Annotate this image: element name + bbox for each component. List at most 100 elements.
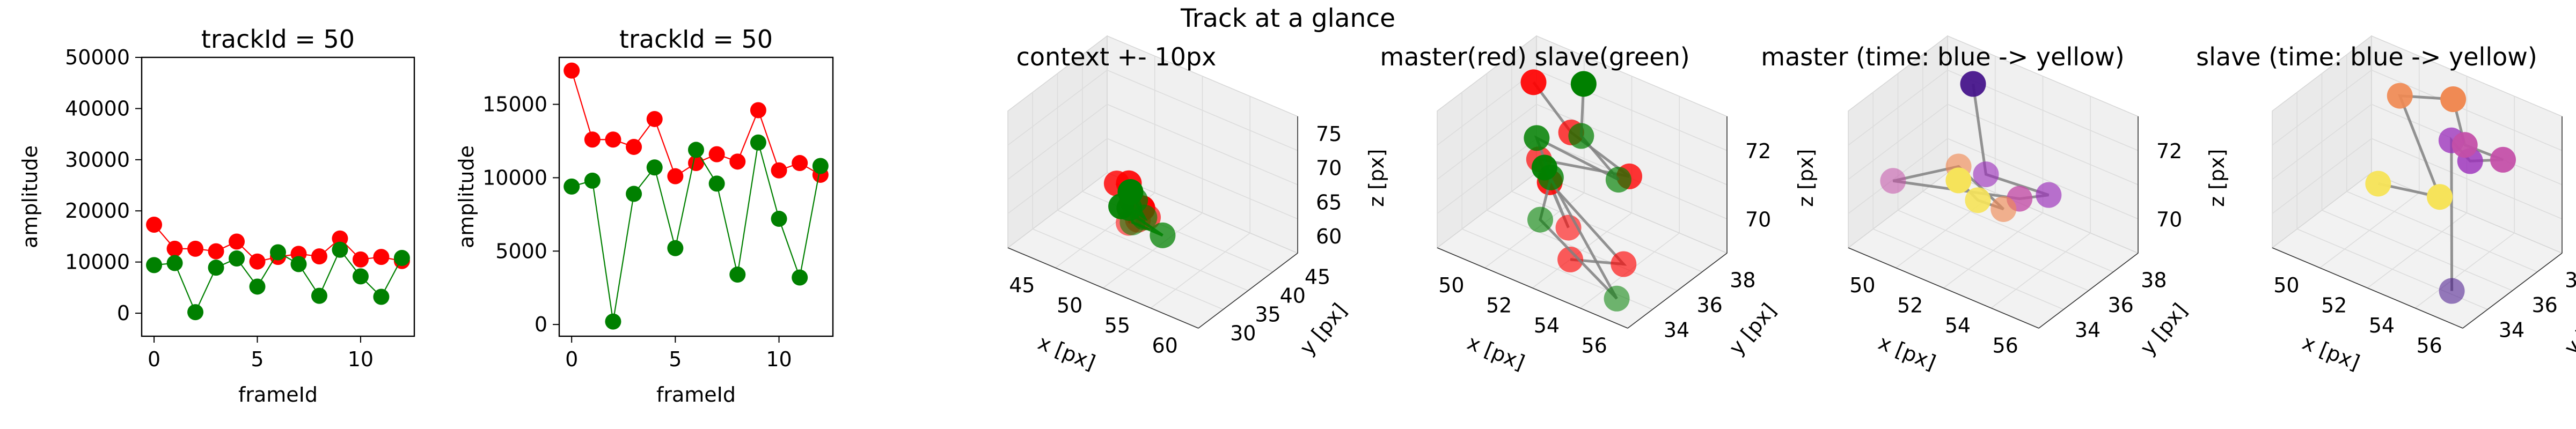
- series-1-point: [1960, 71, 1986, 97]
- x-tick-label: 50: [2273, 273, 2299, 297]
- series-2-point: [667, 240, 684, 256]
- grid-line: [1922, 191, 2114, 272]
- y-axis-label: y [px]: [1724, 299, 1781, 359]
- y-tick-label: 20000: [65, 199, 130, 223]
- grid-line: [2414, 232, 2515, 309]
- series-1-point: [646, 110, 663, 127]
- y-tick-label: 34: [2499, 319, 2524, 342]
- x-tick-label: 10: [766, 347, 792, 371]
- y-tick-label: 45: [1305, 265, 1330, 289]
- series-1-point: [1990, 196, 2017, 222]
- y-axis-label: amplitude: [455, 145, 478, 248]
- series-2-point: [229, 250, 245, 267]
- y-tick-label: 50000: [65, 46, 130, 69]
- series-1-point: [2490, 146, 2516, 173]
- grid-line: [1107, 70, 1298, 151]
- grid-line: [1848, 70, 1948, 146]
- series-1-point: [792, 155, 808, 172]
- series-1-point: [1945, 167, 1972, 194]
- series-2-point: [708, 175, 725, 192]
- series-1-point: [311, 248, 327, 265]
- series-1-point: [564, 62, 580, 79]
- series-1-point: [1520, 69, 1547, 95]
- series-1-point: [750, 102, 766, 119]
- y-axis-label: y [px]: [2135, 299, 2192, 359]
- series-2-point: [605, 313, 621, 330]
- y-tick-label: 36: [2108, 293, 2134, 317]
- y-tick-label: 36: [1697, 293, 1723, 317]
- y-tick-label: 30000: [65, 148, 130, 172]
- grid-line: [1437, 103, 1537, 180]
- series-2-point: [393, 250, 410, 267]
- series-2-point: [352, 268, 369, 285]
- series-2-point: [1570, 71, 1597, 97]
- x-tick-label: 0: [565, 347, 578, 371]
- grid-line: [1437, 70, 1537, 146]
- x-axis-label: x [px]: [1875, 330, 1939, 374]
- series-1-point: [1965, 187, 1991, 213]
- x-axis-label: frameId: [238, 383, 318, 406]
- axis-line: [2272, 247, 2463, 329]
- z-axis-label: z [px]: [2205, 149, 2229, 207]
- series-2-point: [373, 289, 390, 305]
- x-tick-label: 54: [2369, 314, 2395, 337]
- series-2-point: [1605, 167, 1631, 193]
- series-1-point: [1611, 251, 1637, 277]
- series-2-point: [564, 178, 580, 195]
- y-tick-label: 15000: [482, 93, 547, 116]
- y-tick-label: 40000: [65, 97, 130, 120]
- z-tick-label: 72: [1745, 139, 1771, 163]
- y-axis-label: amplitude: [18, 145, 42, 248]
- x-axis-label: x [px]: [2299, 330, 2363, 374]
- axes-frame: [558, 56, 834, 337]
- y-tick-label: 38: [1730, 268, 1755, 292]
- grid-line: [2346, 191, 2538, 272]
- series-1-point: [584, 131, 601, 148]
- x-tick-label: 54: [1534, 314, 1560, 337]
- y-tick-label: 10000: [65, 250, 130, 274]
- series-2-point: [750, 134, 766, 151]
- series-2-point: [1524, 125, 1550, 151]
- series-2-point: [812, 158, 829, 174]
- series-2-point: [311, 287, 327, 304]
- series-1-point: [605, 131, 621, 148]
- series-1-point: [626, 138, 642, 155]
- x-tick-label: 10: [348, 347, 374, 371]
- axes-frame: [141, 56, 415, 337]
- series-1-point: [146, 217, 163, 233]
- series-1-point: [2440, 86, 2467, 113]
- z-tick-label: 75: [1316, 122, 1342, 146]
- series-1-point: [708, 146, 725, 162]
- series-1-point: [1973, 161, 1999, 188]
- panel-title: slave (time: blue -> yellow): [2196, 42, 2537, 71]
- x-tick-label: 60: [1152, 334, 1177, 357]
- series-1-point: [373, 249, 390, 265]
- axis-line: [1007, 247, 1199, 329]
- series-2-point: [792, 269, 808, 286]
- grid-line: [1848, 103, 1948, 180]
- series-2-point: [646, 159, 663, 176]
- y-tick-label: 0: [117, 301, 130, 325]
- series-1-point: [2365, 171, 2391, 197]
- series-1-point: [229, 233, 245, 250]
- series-1-point: [166, 240, 183, 257]
- y-tick-label: 38: [2565, 268, 2576, 292]
- x-tick-label: 45: [1009, 273, 1035, 297]
- series-2-point: [626, 186, 642, 202]
- x-tick-label: 52: [1486, 293, 1512, 317]
- panel-title: master(red) slave(green): [1380, 42, 1689, 71]
- series-2-point: [332, 241, 348, 258]
- x-tick-label: 50: [1438, 273, 1464, 297]
- z-tick-label: 70: [1745, 208, 1771, 231]
- x-tick-label: 56: [2416, 334, 2442, 357]
- z-tick-label: 60: [1316, 225, 1342, 248]
- x-tick-label: 52: [1897, 293, 1923, 317]
- series-1-point: [187, 240, 204, 257]
- series-2-point: [249, 278, 266, 295]
- grid-line: [1007, 103, 1108, 180]
- panel-1: trackId = 50 frameId amplitude 0 5 10 0 10000 20…: [18, 25, 415, 406]
- y-tick-label: 36: [2532, 293, 2558, 317]
- panel-title: trackId = 50: [201, 25, 355, 54]
- series-1-point: [2036, 182, 2062, 208]
